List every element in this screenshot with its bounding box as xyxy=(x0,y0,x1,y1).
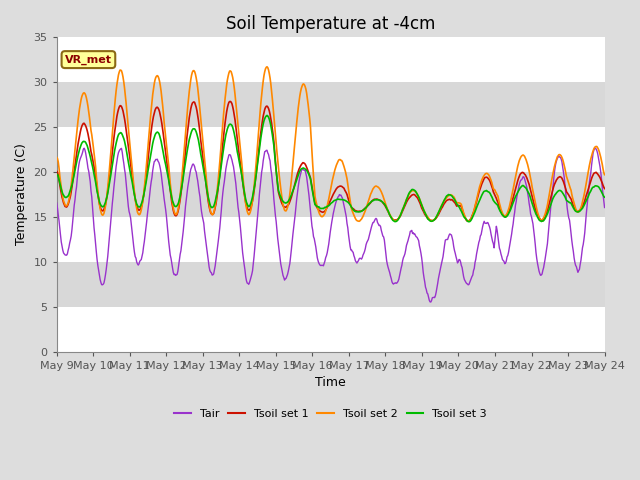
Bar xyxy=(57,217,605,262)
Bar xyxy=(57,262,605,307)
Legend: Tair, Tsoil set 1, Tsoil set 2, Tsoil set 3: Tair, Tsoil set 1, Tsoil set 2, Tsoil se… xyxy=(170,404,492,423)
Title: Soil Temperature at -4cm: Soil Temperature at -4cm xyxy=(226,15,435,33)
Bar xyxy=(57,307,605,351)
Y-axis label: Temperature (C): Temperature (C) xyxy=(15,144,28,245)
Bar xyxy=(57,172,605,217)
Bar xyxy=(57,82,605,127)
X-axis label: Time: Time xyxy=(316,376,346,389)
Bar xyxy=(57,37,605,82)
Bar xyxy=(57,127,605,172)
Text: VR_met: VR_met xyxy=(65,54,112,65)
